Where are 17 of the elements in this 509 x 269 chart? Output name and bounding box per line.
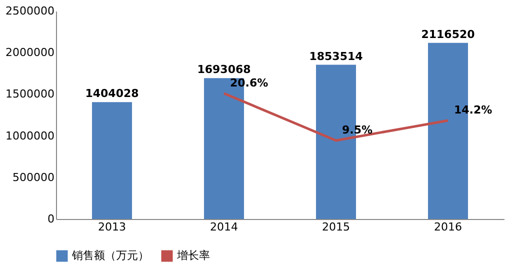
x-tick-label: 2014 [210,220,238,234]
x-tick-label: 2015 [322,220,350,234]
y-tick-label: 0 [48,212,54,226]
data-label: 1693068 [197,63,251,76]
data-label: 1404028 [85,87,139,100]
data-label: 1853514 [309,50,364,63]
data-label: 2116520 [421,28,476,41]
y-tick-label: 1500000 [6,88,54,101]
legend-label: 销售额（万元） [71,249,149,262]
legend-label: 增长率 [176,249,210,262]
x-tick-label: 2016 [434,220,462,234]
y-tick-label: 500000 [12,170,54,184]
y-tick-label: 2500000 [6,4,54,18]
y-tick-label: 1000000 [6,129,54,142]
bar [92,102,132,219]
y-tick-label: 2000000 [6,46,54,60]
x-tick-label: 2013 [98,220,126,234]
